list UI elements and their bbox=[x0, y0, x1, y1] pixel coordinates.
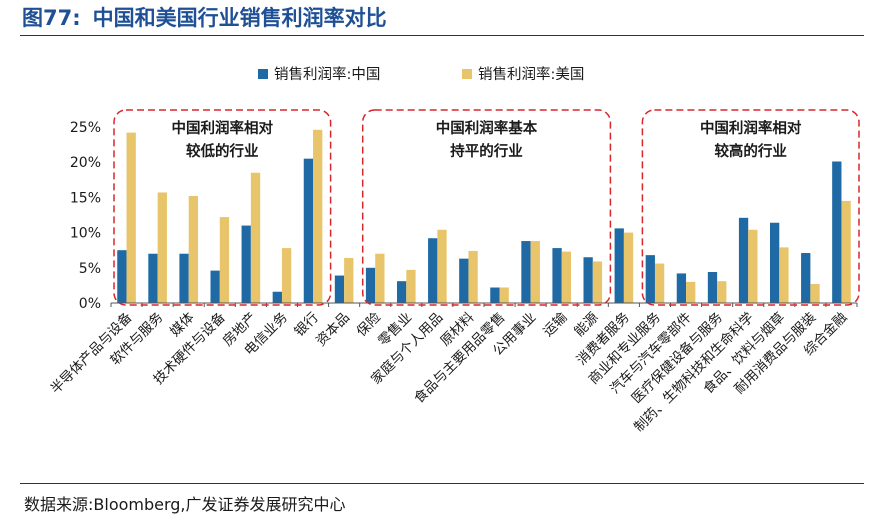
bar-usa bbox=[623, 232, 634, 303]
bar-china bbox=[521, 241, 531, 303]
group-label-line1: 中国利润率相对 bbox=[700, 119, 802, 137]
figure-title: 图77: 中国和美国行业销售利润率对比 bbox=[22, 2, 387, 32]
title-divider bbox=[20, 35, 864, 36]
bar-usa bbox=[250, 172, 261, 303]
bar-usa bbox=[530, 241, 540, 303]
bar-usa bbox=[157, 192, 167, 303]
legend-label: 销售利润率:中国 bbox=[274, 66, 380, 83]
y-tick-label: 15% bbox=[70, 190, 101, 206]
group-box bbox=[113, 109, 332, 306]
figure-number: 图77: bbox=[22, 6, 81, 30]
source-note: 数据来源:Bloomberg,广发证券发展研究中心 bbox=[24, 495, 346, 514]
legend-label: 销售利润率:美国 bbox=[478, 66, 584, 83]
bar-usa bbox=[437, 229, 447, 303]
bar-usa bbox=[810, 283, 820, 303]
group-box bbox=[641, 109, 860, 306]
bar-china bbox=[396, 281, 407, 303]
group-label-line2: 较低的行业 bbox=[186, 142, 259, 160]
group-label-line2: 持平的行业 bbox=[450, 142, 523, 160]
bar-china bbox=[645, 255, 655, 303]
group-label-line1: 中国利润率相对 bbox=[172, 119, 274, 137]
bar-china bbox=[769, 222, 780, 303]
y-tick-label: 0% bbox=[79, 296, 101, 312]
footer-divider bbox=[20, 483, 864, 484]
bar-usa bbox=[219, 217, 230, 303]
bar-usa bbox=[841, 200, 851, 303]
bar-china bbox=[832, 161, 842, 303]
bar-china bbox=[117, 250, 127, 303]
bar-usa bbox=[126, 132, 136, 303]
bar-usa bbox=[779, 247, 789, 303]
bar-usa bbox=[561, 251, 572, 303]
bar-usa bbox=[188, 195, 199, 303]
figure-title-text: 中国和美国行业销售利润率对比 bbox=[92, 6, 387, 30]
y-tick-label: 25% bbox=[70, 120, 101, 136]
bar-china bbox=[490, 287, 500, 303]
bar-china bbox=[210, 270, 220, 303]
category-label: 资本品 bbox=[313, 310, 353, 350]
bar-usa bbox=[375, 253, 385, 303]
bar-china bbox=[459, 258, 469, 303]
group-label-line1: 中国利润率基本 bbox=[436, 119, 538, 137]
bar-china bbox=[303, 158, 314, 303]
bar-usa bbox=[717, 281, 727, 303]
bar-china bbox=[179, 253, 189, 303]
group-label-line2: 较高的行业 bbox=[714, 142, 787, 160]
bar-china bbox=[583, 257, 593, 303]
bar-usa bbox=[468, 250, 478, 303]
bar-chart: 销售利润率:中国 销售利润率:美国0%5%10%15%20%25%半导体产品与设备… bbox=[47, 66, 860, 435]
y-tick-label: 20% bbox=[70, 155, 101, 171]
bar-usa bbox=[313, 129, 323, 303]
category-label: 运输 bbox=[540, 309, 571, 340]
bar-usa bbox=[344, 257, 354, 303]
bar-usa bbox=[281, 248, 292, 303]
y-tick-label: 5% bbox=[79, 261, 101, 277]
bar-china bbox=[738, 217, 749, 303]
y-tick-label: 10% bbox=[70, 226, 101, 242]
legend-swatch bbox=[462, 69, 472, 79]
bar-usa bbox=[654, 263, 665, 303]
bar-china bbox=[148, 253, 158, 303]
bar-usa bbox=[499, 287, 509, 303]
group-box bbox=[361, 109, 612, 306]
bar-china bbox=[241, 225, 251, 303]
bar-china bbox=[365, 267, 376, 303]
bar-usa bbox=[748, 229, 758, 303]
bar-china bbox=[614, 228, 624, 303]
bar-china bbox=[801, 253, 811, 303]
bar-china bbox=[552, 248, 562, 303]
bar-china bbox=[272, 291, 282, 303]
bar-usa bbox=[406, 269, 416, 303]
bar-china bbox=[428, 238, 438, 303]
bar-china bbox=[707, 272, 718, 303]
legend-swatch bbox=[258, 69, 268, 79]
bar-usa bbox=[592, 261, 603, 303]
bar-china bbox=[334, 275, 345, 303]
bar-china bbox=[676, 273, 687, 303]
bar-usa bbox=[686, 281, 696, 303]
